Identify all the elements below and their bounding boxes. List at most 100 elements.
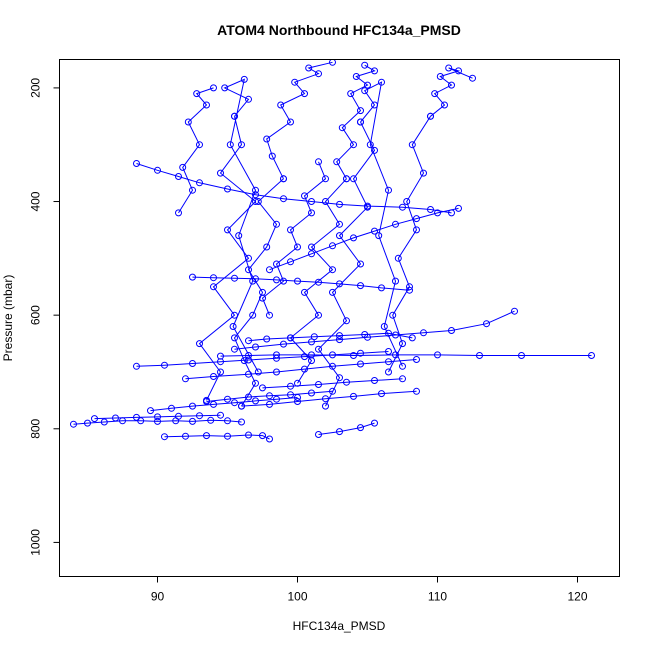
series-26	[91, 411, 224, 423]
data-point	[389, 311, 397, 319]
data-point	[252, 198, 259, 205]
data-point	[315, 158, 322, 166]
data-point	[413, 226, 420, 234]
data-point	[301, 90, 308, 98]
data-point	[308, 243, 315, 251]
data-point	[378, 390, 385, 398]
data-point	[329, 266, 336, 274]
data-point	[329, 351, 336, 359]
data-point	[352, 73, 360, 80]
data-point	[420, 329, 427, 337]
data-point	[207, 416, 215, 424]
data-point	[221, 84, 229, 92]
data-point	[322, 175, 329, 183]
data-point	[343, 378, 350, 386]
data-point	[469, 74, 476, 82]
data-point	[287, 382, 294, 390]
data-point	[287, 226, 294, 234]
data-point	[210, 274, 217, 282]
plot-area	[70, 59, 595, 443]
series-6	[133, 348, 392, 370]
data-point	[322, 198, 329, 205]
data-point	[408, 141, 416, 149]
data-point	[336, 232, 343, 240]
data-point	[217, 411, 224, 419]
data-point	[266, 392, 273, 400]
series-line	[248, 332, 413, 342]
data-point	[336, 332, 343, 340]
data-point	[357, 118, 364, 126]
series-12	[196, 112, 259, 404]
data-point	[238, 141, 245, 149]
data-point	[231, 345, 238, 353]
data-point	[133, 160, 140, 167]
data-point	[308, 250, 315, 258]
data-point	[238, 402, 245, 410]
data-point	[273, 260, 280, 268]
data-point	[371, 67, 378, 75]
data-point	[315, 345, 322, 353]
data-point	[371, 101, 378, 109]
data-point	[403, 198, 411, 205]
data-point	[154, 417, 161, 425]
data-point	[413, 387, 420, 395]
data-point	[245, 352, 252, 359]
data-point	[252, 275, 259, 283]
data-point	[287, 118, 294, 126]
data-point	[408, 334, 416, 342]
series-24	[259, 158, 329, 319]
data-point	[343, 175, 350, 183]
data-point	[413, 215, 420, 223]
data-point	[371, 146, 378, 154]
data-point	[329, 288, 336, 296]
data-point	[268, 152, 276, 160]
data-point	[259, 294, 266, 302]
data-point	[196, 141, 203, 149]
data-point	[175, 412, 182, 420]
data-point	[371, 227, 378, 235]
data-point	[315, 278, 322, 286]
data-point	[385, 329, 392, 337]
data-point	[179, 163, 187, 171]
data-point	[240, 75, 248, 83]
data-point	[406, 286, 413, 294]
series-11	[263, 59, 336, 183]
series-line	[241, 390, 417, 407]
series-4	[182, 356, 420, 383]
data-point	[100, 418, 108, 426]
data-point	[392, 220, 399, 228]
data-point	[399, 362, 406, 370]
data-point	[280, 340, 287, 348]
data-point	[315, 311, 322, 319]
series-0	[70, 416, 245, 428]
data-point	[203, 396, 210, 404]
series-17	[357, 78, 406, 370]
data-point	[336, 200, 343, 208]
x-tick-label: 120	[567, 590, 587, 604]
data-point	[203, 432, 210, 440]
data-point	[226, 141, 234, 149]
data-point	[254, 368, 262, 376]
data-point	[308, 338, 315, 346]
data-point	[203, 101, 210, 109]
data-point	[266, 400, 273, 408]
data-point	[336, 280, 343, 288]
data-point	[252, 191, 259, 199]
data-point	[361, 331, 369, 338]
data-point	[394, 254, 402, 262]
data-point	[350, 352, 357, 359]
y-tick-label: 800	[29, 418, 43, 438]
data-point	[154, 166, 161, 174]
data-point	[294, 398, 301, 405]
data-point	[263, 243, 271, 251]
data-point	[252, 186, 259, 194]
x-tick-label: 110	[428, 590, 447, 604]
data-point	[357, 360, 364, 368]
series-21	[133, 160, 455, 217]
data-point	[263, 135, 271, 143]
data-point	[287, 334, 294, 342]
series-line	[198, 116, 257, 401]
data-point	[294, 243, 301, 251]
data-point	[229, 323, 237, 330]
